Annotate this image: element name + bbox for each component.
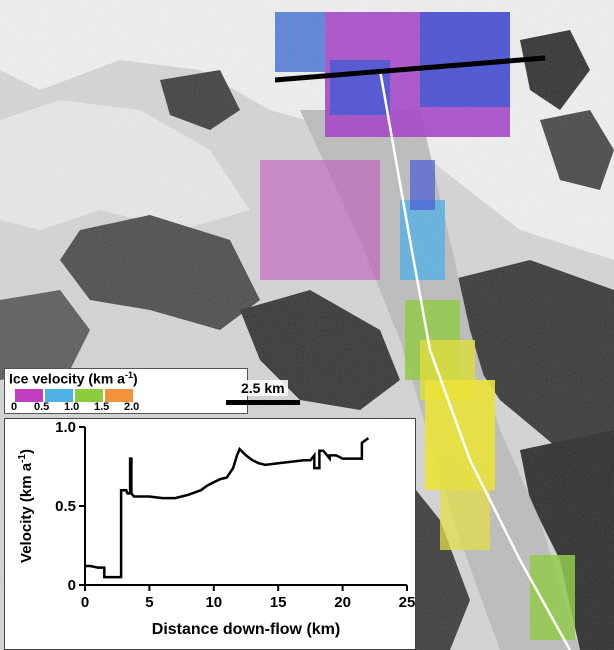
legend-tick: 1.5 <box>94 401 110 413</box>
legend-swatch-orange <box>105 389 133 402</box>
scale-bar-label: 2.5 km <box>238 380 288 396</box>
y-axis-label: Velocity (km a-1) <box>17 449 35 563</box>
x-tick-label: 15 <box>270 594 287 611</box>
x-tick-label: 5 <box>145 594 153 611</box>
legend-title: Ice velocity (km a-1) <box>9 370 138 387</box>
velocity-series-line <box>85 437 370 579</box>
velocity-legend: Ice velocity (km a-1) 0 0.5 1.0 1.5 2.0 <box>4 368 248 414</box>
x-tick-label: 20 <box>334 594 351 611</box>
legend-swatch-green <box>75 389 103 402</box>
x-tick-label: 0 <box>81 594 89 611</box>
x-tick-label: 10 <box>205 594 222 611</box>
y-tick-label: 0 <box>68 577 76 594</box>
legend-tick: 0 <box>11 401 18 413</box>
legend-tick: 2.0 <box>124 401 140 413</box>
scale-bar <box>226 400 300 405</box>
legend-tick: 1.0 <box>64 401 80 413</box>
x-axis-label: Distance down-flow (km) <box>152 621 340 638</box>
x-tick-label: 25 <box>399 594 415 611</box>
velocity-profile-chart: 0 5 10 15 20 25 0 0.5 1.0 Distance down-flow (km)… <box>4 418 416 650</box>
chart-plot: 0 5 10 15 20 25 0 0.5 1.0 Distance down-flow (km)… <box>17 419 415 638</box>
legend-swatch-blue <box>45 389 73 402</box>
legend-tick: 0.5 <box>34 401 50 413</box>
y-tick-label: 1.0 <box>55 419 76 436</box>
y-tick-label: 0.5 <box>55 498 76 515</box>
legend-swatch-purple <box>15 389 43 402</box>
